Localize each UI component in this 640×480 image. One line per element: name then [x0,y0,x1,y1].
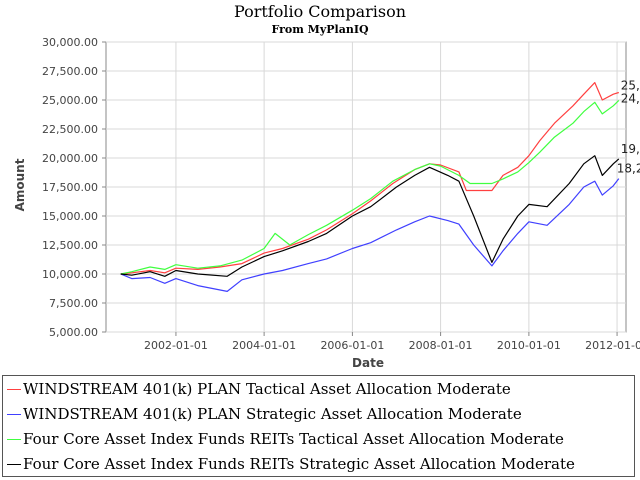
y-tick-label: 7,500.00 [49,297,98,310]
y-tick-label: 27,500.00 [42,65,98,78]
y-tick-label: 17,500.00 [42,181,98,194]
series-line [120,155,620,277]
x-tick-label: 2012-01-01 [585,339,640,352]
legend: WINDSTREAM 401(k) PLAN Tactical Asset Al… [2,375,635,477]
y-axis-label: Amount [13,158,27,211]
chart-subtitle: From MyPlanIQ [271,23,369,36]
grid-lines [106,41,626,333]
y-tick-label: 15,000.00 [42,210,98,223]
end-value-label: 18,228 [617,162,640,176]
x-tick-label: 2002-01-01 [144,339,208,352]
x-axis-label: Date [352,356,384,370]
legend-item-four-core-tactical: Four Core Asset Index Funds REITs Tactic… [7,427,564,451]
series-lines [120,81,620,292]
legend-item-windstream-tactical: WINDSTREAM 401(k) PLAN Tactical Asset Al… [7,377,511,401]
end-value-label: 24,968 [621,91,640,105]
legend-label: WINDSTREAM 401(k) PLAN Tactical Asset Al… [23,380,511,398]
end-labels: 25,645 18,228 24,968 19,922 [617,79,640,176]
legend-item-four-core-strategic: Four Core Asset Index Funds REITs Strate… [7,452,575,476]
end-value-label: 19,922 [621,142,640,156]
y-tick-label: 25,000.00 [42,94,98,107]
x-tick-label: 2008-01-01 [409,339,473,352]
y-tick-label: 10,000.00 [42,268,98,281]
x-tick-label: 2006-01-01 [320,339,384,352]
series-line [120,99,620,275]
x-tick-label: 2004-01-01 [232,339,296,352]
chart-title: Portfolio Comparison [234,2,406,21]
legend-item-windstream-strategic: WINDSTREAM 401(k) PLAN Strategic Asset A… [7,402,522,426]
y-tick-label: 5,000.00 [49,326,98,339]
x-axis: 2002-01-01 2004-01-01 2006-01-01 2008-01-01… [144,332,640,352]
y-tick-label: 20,000.00 [42,152,98,165]
legend-swatch [7,438,21,440]
x-tick-label: 2010-01-01 [497,339,561,352]
legend-label: WINDSTREAM 401(k) PLAN Strategic Asset A… [23,405,522,423]
legend-label: Four Core Asset Index Funds REITs Tactic… [23,430,564,448]
legend-label: Four Core Asset Index Funds REITs Strate… [23,455,575,473]
series-line [120,178,620,292]
y-axis: 5,000.00 7,500.00 10,000.00 12,500.00 15,000… [42,36,106,339]
y-tick-label: 12,500.00 [42,239,98,252]
legend-swatch [7,463,21,465]
y-tick-label: 30,000.00 [42,36,98,49]
y-tick-label: 22,500.00 [42,123,98,136]
end-value-label: 25,645 [621,79,640,93]
legend-swatch [7,413,21,415]
legend-swatch [7,388,21,390]
